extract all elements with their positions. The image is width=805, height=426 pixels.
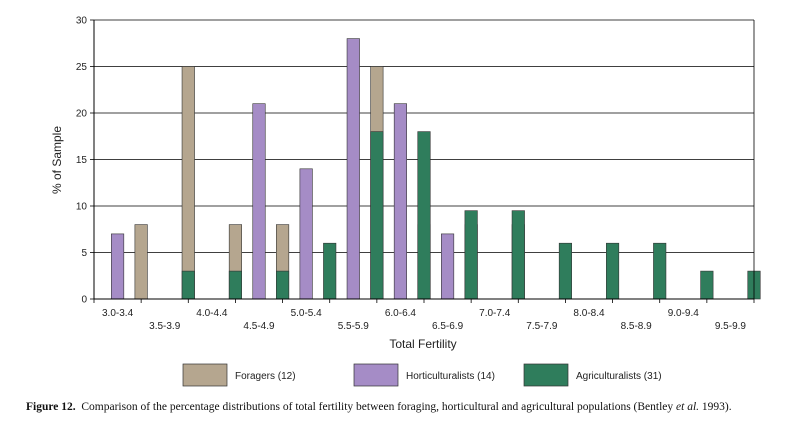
legend-swatch: [353, 363, 399, 387]
x-tick-label: 9.0-9.4: [668, 308, 700, 319]
axes: [90, 19, 755, 303]
bar: [511, 210, 525, 300]
figure-caption: Figure 12. Comparison of the percentage …: [26, 401, 732, 413]
y-tick-label: 30: [76, 16, 88, 27]
x-tick-label: 6.0-6.4: [385, 308, 417, 319]
bar: [252, 103, 266, 300]
x-tick-label: 8.5-8.9: [621, 321, 653, 332]
bar: [111, 233, 125, 300]
bar: [370, 131, 384, 300]
caption-text: Comparison of the percentage distributio…: [75, 401, 677, 413]
x-tick-labels: 3.0-3.4 3.5-3.9 4.0-4.4 4.5-4.9 5.0-5.4 5.5-5…: [102, 308, 746, 332]
y-tick-label: 20: [76, 109, 88, 120]
bar: [393, 103, 407, 300]
legend-swatch: [523, 363, 569, 387]
bar: [276, 270, 290, 300]
legend-label: Horticulturalists (14): [406, 371, 495, 382]
y-tick-label: 15: [76, 155, 88, 166]
y-tick-label: 5: [81, 248, 87, 259]
y-tick-label: 0: [81, 295, 87, 306]
x-tick-label: 8.0-8.4: [573, 308, 605, 319]
bar: [346, 38, 360, 300]
bar: [181, 270, 195, 300]
x-tick-label: 7.0-7.4: [479, 308, 511, 319]
legend: Foragers (12) Horticulturalists (14) Agric…: [182, 363, 662, 387]
legend-label: Agriculturalists (31): [576, 371, 662, 382]
bar: [441, 233, 455, 300]
y-tick-label: 10: [76, 202, 88, 213]
x-tick-label: 3.0-3.4: [102, 308, 134, 319]
bar: [181, 66, 195, 300]
bar: [134, 224, 148, 300]
x-tick-label: 6.5-6.9: [432, 321, 464, 332]
x-tick-label: 7.5-7.9: [526, 321, 558, 332]
bar: [700, 270, 714, 300]
bar-chart: 0 5 10 15 20 25 30 3.0-3.4 3.5-3.9 4.0-4.4 4.5-4.…: [50, 16, 761, 387]
caption-text-end: 1993).: [699, 401, 732, 413]
x-tick-label: 3.5-3.9: [149, 321, 181, 332]
bar: [228, 270, 242, 300]
x-tick-label: 4.5-4.9: [243, 321, 275, 332]
x-tick-label: 9.5-9.9: [715, 321, 747, 332]
bar: [558, 242, 572, 300]
y-tick-labels: 0 5 10 15 20 25 30: [76, 16, 88, 306]
legend-swatch: [182, 363, 228, 387]
bar: [464, 210, 478, 300]
bars: [111, 38, 761, 300]
x-tick-label: 4.0-4.4: [196, 308, 228, 319]
bar: [299, 168, 313, 300]
bar: [653, 242, 667, 300]
bar: [417, 131, 431, 300]
x-tick-label: 5.0-5.4: [291, 308, 323, 319]
caption-italic: et al.: [676, 401, 700, 413]
legend-label: Foragers (12): [235, 371, 296, 382]
figure-label: Figure 12.: [26, 401, 76, 413]
bar: [323, 242, 337, 300]
y-axis-title: % of Sample: [50, 126, 64, 194]
x-tick-label: 5.5-5.9: [338, 321, 370, 332]
y-tick-label: 25: [76, 62, 88, 73]
x-axis-title: Total Fertility: [389, 337, 456, 351]
bar: [606, 242, 620, 300]
